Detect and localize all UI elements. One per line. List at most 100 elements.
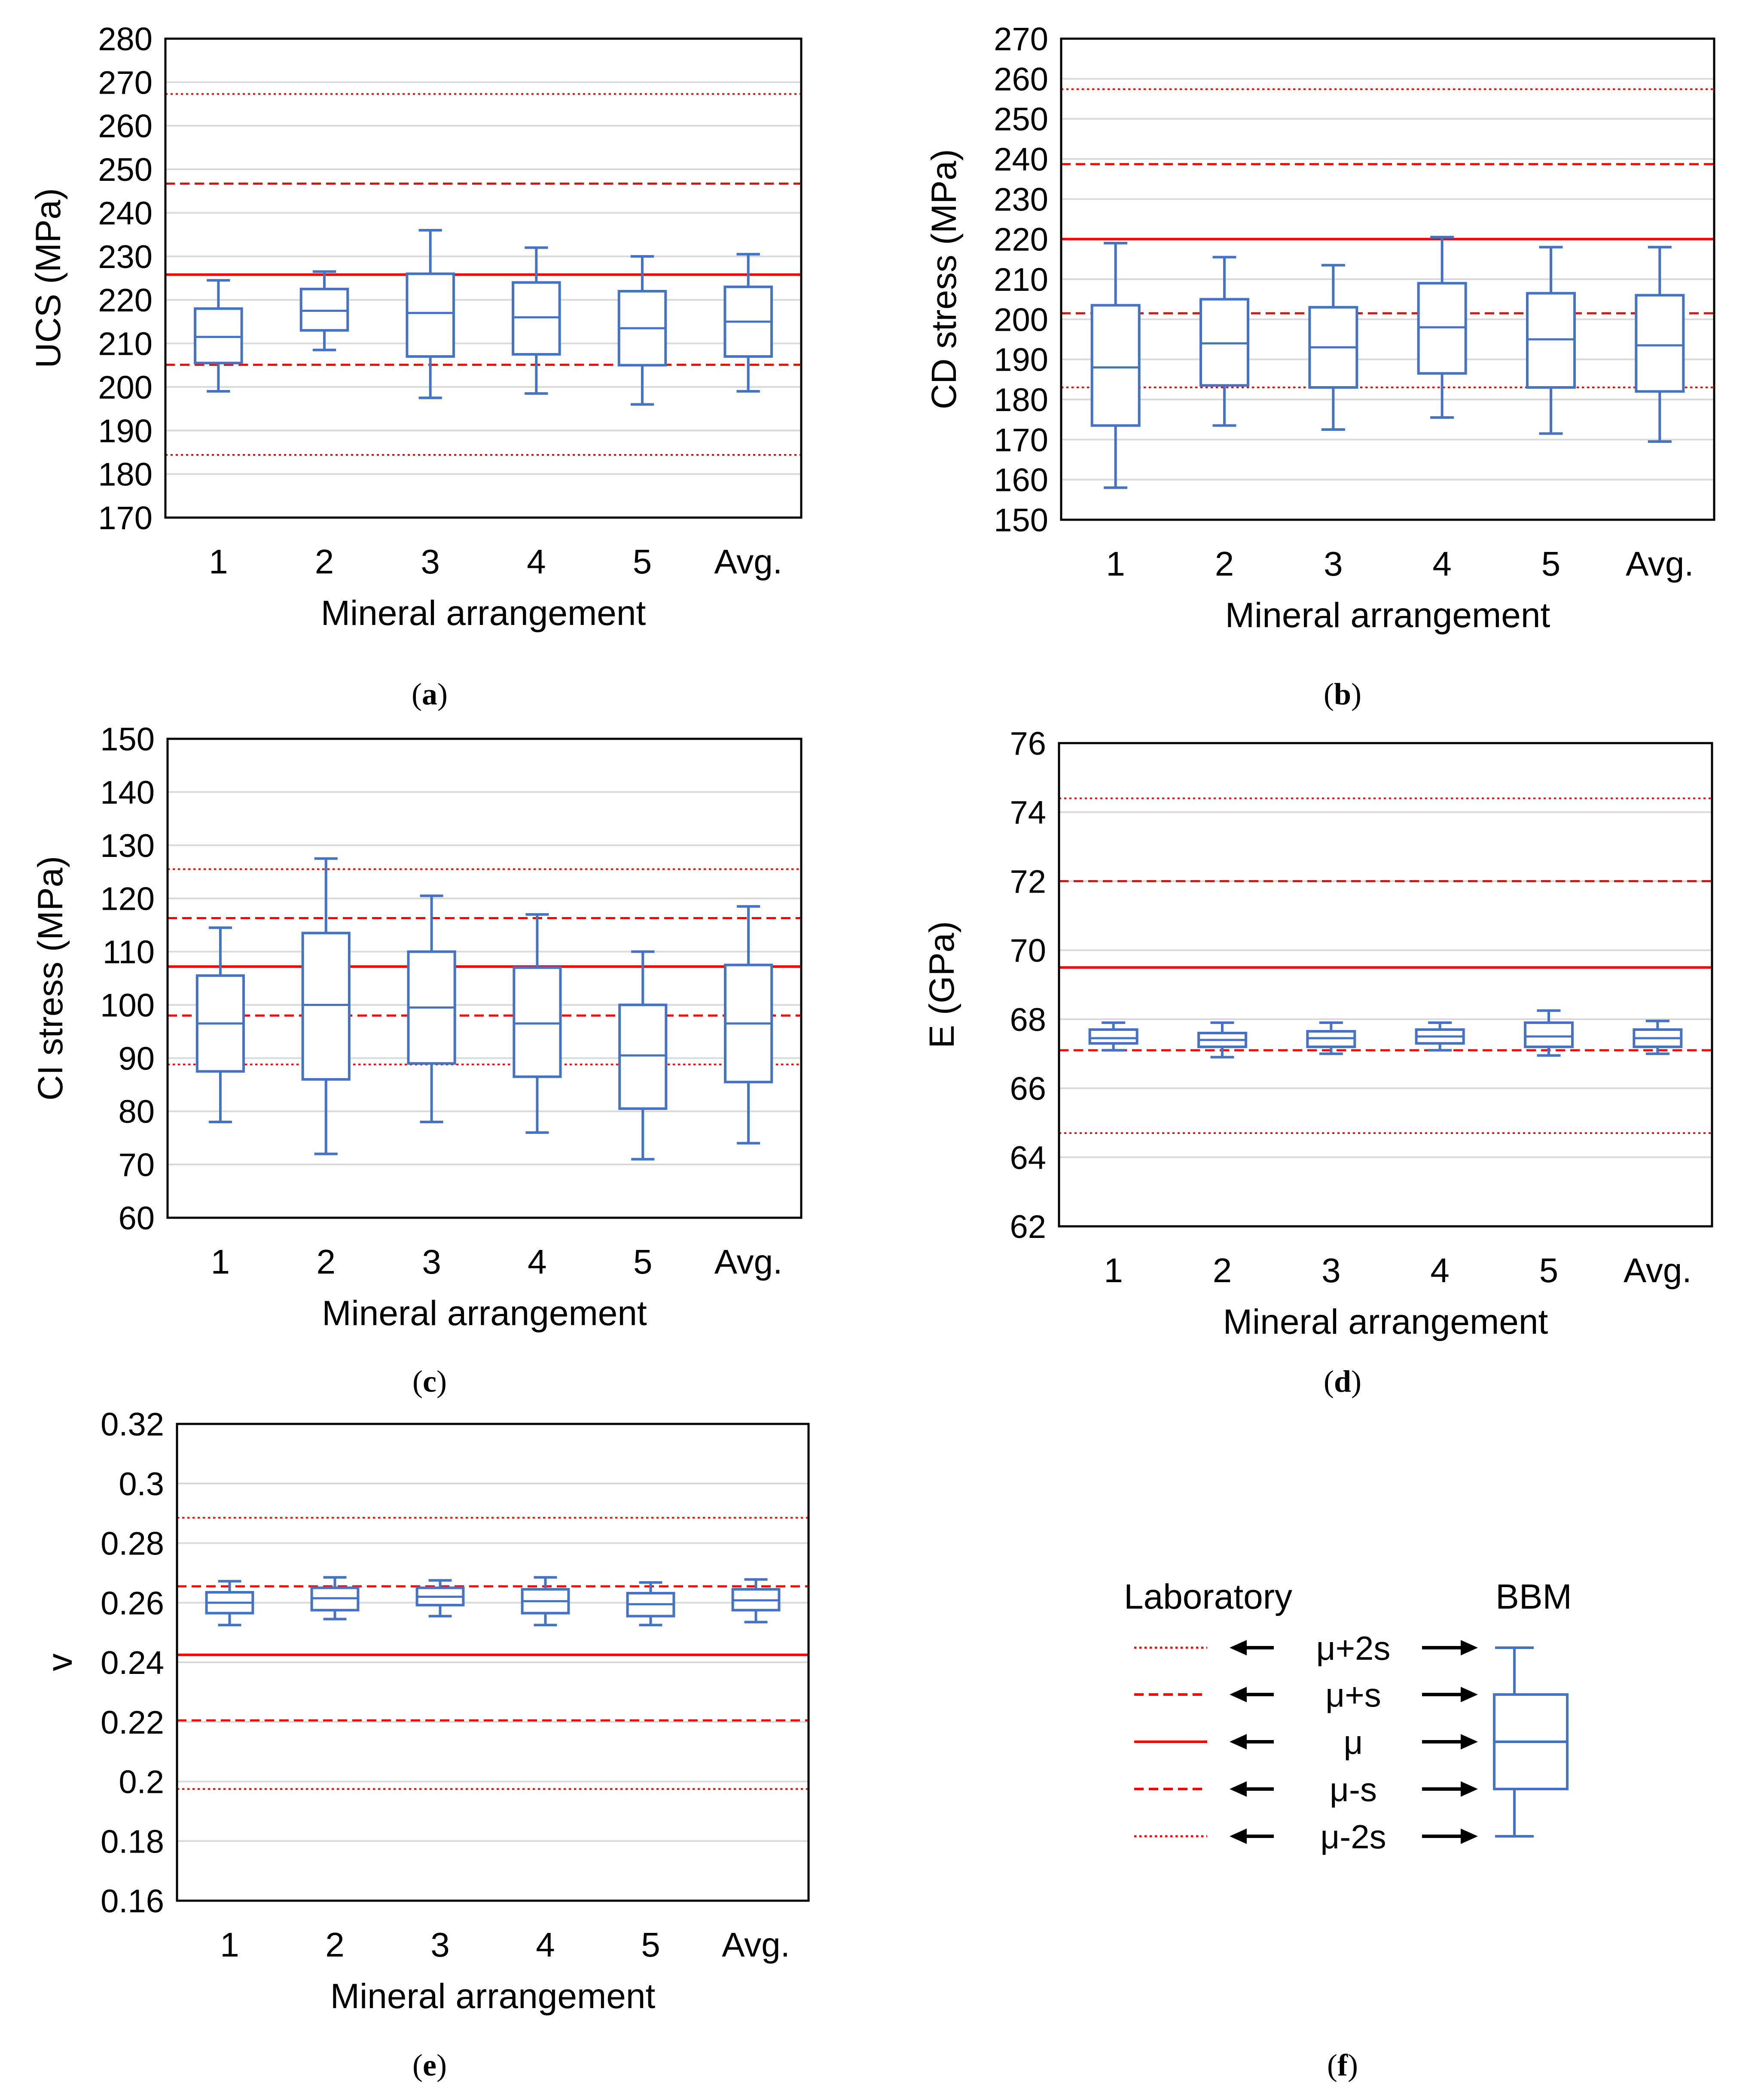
y-axis-label: UCS (MPa): [29, 188, 68, 368]
box-plot-2: [299, 270, 349, 351]
x-tick-label: 1: [211, 1243, 230, 1281]
legend-left-arrow-head-icon: [1230, 1640, 1247, 1655]
legend-laboratory-title: Laboratory: [1124, 1577, 1292, 1616]
y-tick-label: 180: [98, 457, 153, 493]
legend-right-arrow-head-icon: [1461, 1687, 1478, 1702]
y-tick-label: 62: [1010, 1209, 1046, 1245]
legend-left-arrow-head-icon: [1230, 1734, 1247, 1750]
y-tick-label: 72: [1010, 863, 1046, 900]
box-plot-2: [1199, 256, 1249, 427]
box-plot-3: [407, 894, 456, 1123]
box-plot-3: [415, 1579, 465, 1618]
chart-panel-d: 62 64 66 68 70 72 74 76 1 2 3 4 5 Avg. Mineral arrange…: [922, 725, 1713, 1341]
x-tick-label: 2: [315, 543, 334, 581]
y-tick-label: 0.2: [119, 1764, 164, 1801]
x-tick-label: 4: [536, 1926, 555, 1964]
legend-row-mu-minus-2s: μ-2s: [1134, 1818, 1478, 1856]
legend: Laboratory BBM μ+2s μ+s μ: [1124, 1577, 1572, 1856]
plot-frame: [176, 1423, 810, 1902]
box-plot-3: [1308, 264, 1358, 431]
x-tick-label: 4: [1432, 545, 1452, 583]
y-tick-label: 0.32: [101, 1406, 164, 1443]
legend-label-mu-minus-s: μ-s: [1330, 1771, 1377, 1808]
box-plot-2: [1197, 1021, 1247, 1059]
x-tick-label: 5: [1541, 545, 1561, 583]
x-tick-label: 1: [220, 1926, 239, 1964]
legend-right-arrow-head-icon: [1461, 1734, 1478, 1750]
legend-left-arrow-head-icon: [1230, 1687, 1247, 1702]
y-tick-label: 240: [98, 195, 153, 232]
x-tick-label: 3: [422, 1243, 441, 1281]
y-tick-label: 210: [994, 262, 1048, 298]
box-iqr: [194, 307, 243, 365]
x-tick-label: Avg.: [714, 543, 782, 581]
y-tick-label: 200: [98, 369, 153, 406]
x-tick-label: 3: [1321, 1251, 1341, 1289]
panel-label-a: (a): [412, 677, 448, 711]
y-axis-label: CD stress (MPa): [925, 149, 964, 409]
x-tick-label: 3: [430, 1926, 450, 1964]
y-tick-label: 80: [118, 1094, 155, 1130]
legend-right-arrow-head-icon: [1461, 1829, 1478, 1844]
x-tick-label: Avg.: [714, 1243, 783, 1281]
box-iqr: [513, 966, 562, 1078]
x-tick-label: 5: [641, 1926, 660, 1964]
box-plot-1: [1088, 1021, 1138, 1052]
box-plot-5: [1526, 246, 1576, 435]
box-plot-2: [310, 1576, 360, 1621]
legend-label-mu: μ: [1344, 1723, 1363, 1761]
box-plot-1: [205, 1580, 254, 1627]
x-tick-label: 2: [325, 1926, 345, 1964]
y-tick-label: 210: [98, 326, 153, 363]
y-tick-label: 0.26: [101, 1585, 164, 1622]
y-tick-label: 120: [100, 881, 155, 917]
y-tick-label: 68: [1010, 1002, 1046, 1038]
box-iqr: [301, 932, 351, 1081]
box-plot-5: [618, 950, 668, 1161]
x-axis-label: Mineral arrangement: [1223, 1302, 1548, 1341]
y-tick-label: 190: [994, 342, 1048, 378]
y-tick-label: 220: [98, 282, 153, 319]
x-tick-label: Avg.: [1626, 545, 1694, 583]
legend-bbm-title: BBM: [1495, 1577, 1572, 1616]
box-iqr: [1524, 1021, 1574, 1048]
panel-label-f: (f): [1327, 2048, 1358, 2082]
y-tick-label: 0.16: [101, 1883, 164, 1920]
legend-bbm-box-icon: [1493, 1646, 1569, 1838]
chart-panel-a: 170 180 190 200 210 220 230 240 250 260 270 280 1 2 3 4…: [29, 21, 803, 633]
chart-panel-c: 60 70 80 90 100 110 120 130 140 150 1 2 3 4 5 Avg. Miner…: [31, 721, 803, 1333]
y-tick-label: 200: [994, 302, 1048, 338]
plot-frame: [1060, 37, 1715, 521]
y-tick-label: 260: [994, 61, 1048, 98]
y-tick-label: 170: [994, 422, 1048, 458]
y-tick-label: 230: [994, 181, 1048, 218]
y-axis-label: CI stress (MPa): [31, 856, 70, 1100]
box-iqr: [618, 1003, 668, 1110]
box-iqr: [1635, 294, 1685, 393]
y-tick-label: 0.18: [101, 1823, 164, 1860]
x-tick-label: 1: [209, 543, 228, 581]
y-tick-label: 270: [98, 64, 153, 101]
y-tick-label: 140: [100, 774, 155, 811]
y-tick-label: 160: [994, 462, 1048, 499]
y-tick-label: 270: [994, 21, 1048, 58]
box-plot-4: [521, 1576, 570, 1627]
legend-right-arrow-head-icon: [1461, 1640, 1478, 1655]
box-plot-3: [1306, 1021, 1356, 1055]
y-tick-label: 0.3: [119, 1466, 164, 1503]
box-plot-4: [513, 913, 562, 1134]
y-tick-label: 240: [994, 141, 1048, 178]
box-iqr: [1090, 304, 1141, 427]
x-tick-label: Avg.: [1624, 1251, 1692, 1289]
y-tick-label: 150: [994, 502, 1048, 539]
box-iqr: [1088, 1028, 1138, 1045]
y-tick-label: 250: [98, 152, 153, 188]
y-tick-label: 170: [98, 500, 153, 536]
box-plot-5: [626, 1581, 675, 1627]
x-tick-label: 2: [1213, 1251, 1232, 1289]
legend-left-arrow-head-icon: [1230, 1781, 1247, 1797]
y-tick-label: 0.22: [101, 1704, 164, 1741]
panel-label-c: (c): [412, 1364, 447, 1399]
